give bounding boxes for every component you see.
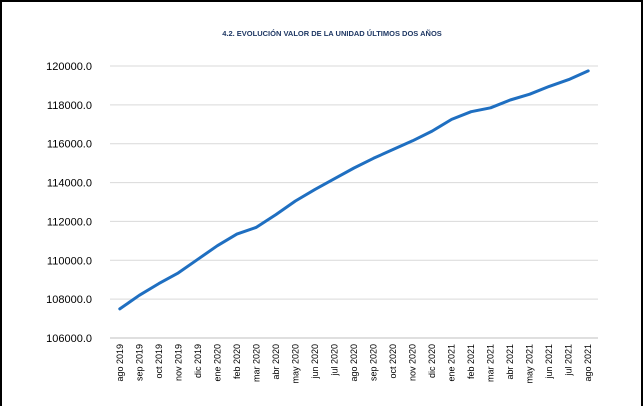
x-tick-label: mar 2020 — [251, 344, 261, 382]
x-tick-label: jul 2020 — [329, 344, 339, 377]
gridlines — [110, 65, 598, 339]
y-tick-label: 120000.0 — [46, 61, 92, 73]
x-tick-label: dic 2019 — [193, 344, 203, 378]
x-tick-label: sep 2020 — [369, 344, 379, 381]
x-tick-label: abr 2020 — [271, 344, 281, 380]
y-tick-label: 108000.0 — [46, 294, 92, 306]
x-tick-label: ene 2020 — [212, 344, 222, 382]
x-tick-label: jul 2021 — [564, 344, 574, 377]
x-tick-label: nov 2020 — [408, 344, 418, 381]
series-line — [118, 69, 590, 311]
x-tick-label: feb 2021 — [466, 344, 476, 379]
y-tick-label: 106000.0 — [46, 333, 92, 345]
y-tick-label: 114000.0 — [47, 178, 92, 190]
x-tick-label: mar 2021 — [486, 344, 496, 382]
y-tick-labels: 106000.0 108000.0 110000.0 112000.0 114000.0… — [46, 61, 92, 345]
x-tick-label: ago 2020 — [349, 344, 359, 382]
chart-title: 4.2. EVOLUCIÓN VALOR DE LA UNIDAD ÚLTIMO… — [222, 29, 442, 38]
x-tick-label: sep 2019 — [134, 344, 144, 381]
y-tick-label: 118000.0 — [47, 100, 92, 112]
x-tick-label: oct 2019 — [154, 344, 164, 379]
x-tick-label: jun 2020 — [310, 344, 320, 380]
x-tick-label: feb 2020 — [232, 344, 242, 379]
x-tick-labels: ago 2019 sep 2019 oct 2019 nov 2019 dic 2019… — [115, 344, 593, 384]
y-tick-label: 110000.0 — [47, 255, 92, 267]
x-tick-label: nov 2019 — [173, 344, 183, 381]
y-tick-label: 112000.0 — [47, 216, 92, 228]
x-tick-label: ago 2021 — [583, 344, 593, 382]
x-tick-label: may 2020 — [290, 344, 300, 384]
x-tick-label: abr 2021 — [505, 344, 515, 380]
x-tick-label: ene 2021 — [447, 344, 457, 382]
y-tick-label: 116000.0 — [47, 139, 92, 151]
x-tick-label: may 2021 — [525, 344, 535, 384]
x-tick-label: dic 2020 — [427, 344, 437, 378]
x-tick-label: ago 2019 — [115, 344, 125, 382]
x-tick-label: jun 2021 — [544, 344, 554, 380]
x-tick-label: oct 2020 — [388, 344, 398, 379]
